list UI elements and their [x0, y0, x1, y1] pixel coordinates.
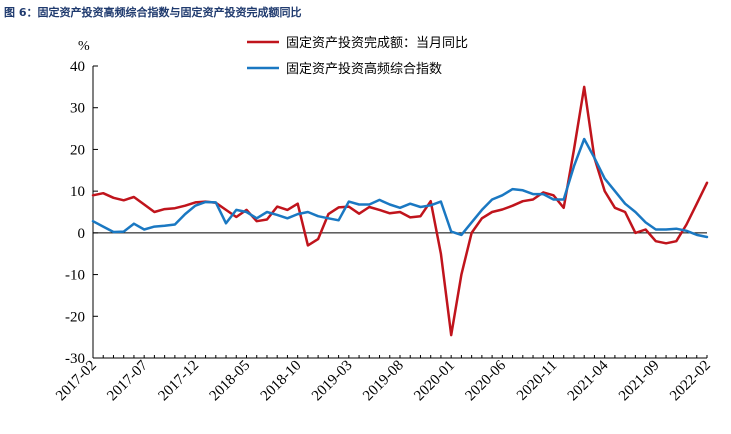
x-tick-label: 2019-03: [309, 358, 356, 405]
y-tick-label: 30: [70, 101, 85, 117]
x-tick-label: 2020-01: [411, 358, 458, 405]
series-line-2: [91, 137, 709, 239]
y-tick-label: -10: [65, 268, 85, 284]
x-tick-label: 2017-12: [155, 358, 202, 405]
y-tick-label: 0: [78, 226, 86, 242]
x-tick-label: 2019-08: [360, 358, 407, 405]
y-tick-label: -30: [65, 351, 85, 367]
series-lines: [91, 85, 709, 337]
x-axis-ticks: 2017-02 2017-07 2017-12 2018-05 2018-10 2019-…: [53, 355, 714, 404]
x-tick-label: 2022-02: [667, 358, 714, 405]
y-tick-label: 10: [70, 184, 85, 200]
series-line-1: [91, 85, 709, 337]
x-tick-label: 2021-09: [616, 358, 663, 405]
y-tick-label: -20: [65, 309, 85, 325]
x-tick-label: 2017-07: [104, 357, 151, 404]
x-tick-label: 2021-04: [565, 357, 612, 404]
x-tick-label: 2020-06: [462, 357, 509, 404]
y-axis-unit-label: %: [78, 39, 90, 54]
legend-label-1: 固定资产投资完成额：当月同比: [286, 35, 468, 51]
y-tick-label: 20: [70, 142, 85, 158]
x-tick-label: 2018-10: [258, 358, 305, 405]
y-axis-ticks: -30 -20 -10 0 10 20 30 40: [65, 59, 98, 367]
y-tick-label: 40: [70, 59, 85, 75]
x-tick-label: 2020-11: [514, 358, 560, 404]
legend-label-2: 固定资产投资高频综合指数: [286, 61, 442, 77]
figure-title: 图 6：固定资产投资高频综合指数与固定资产投资完成额同比: [4, 6, 302, 19]
x-tick-label: 2018-05: [207, 358, 254, 405]
